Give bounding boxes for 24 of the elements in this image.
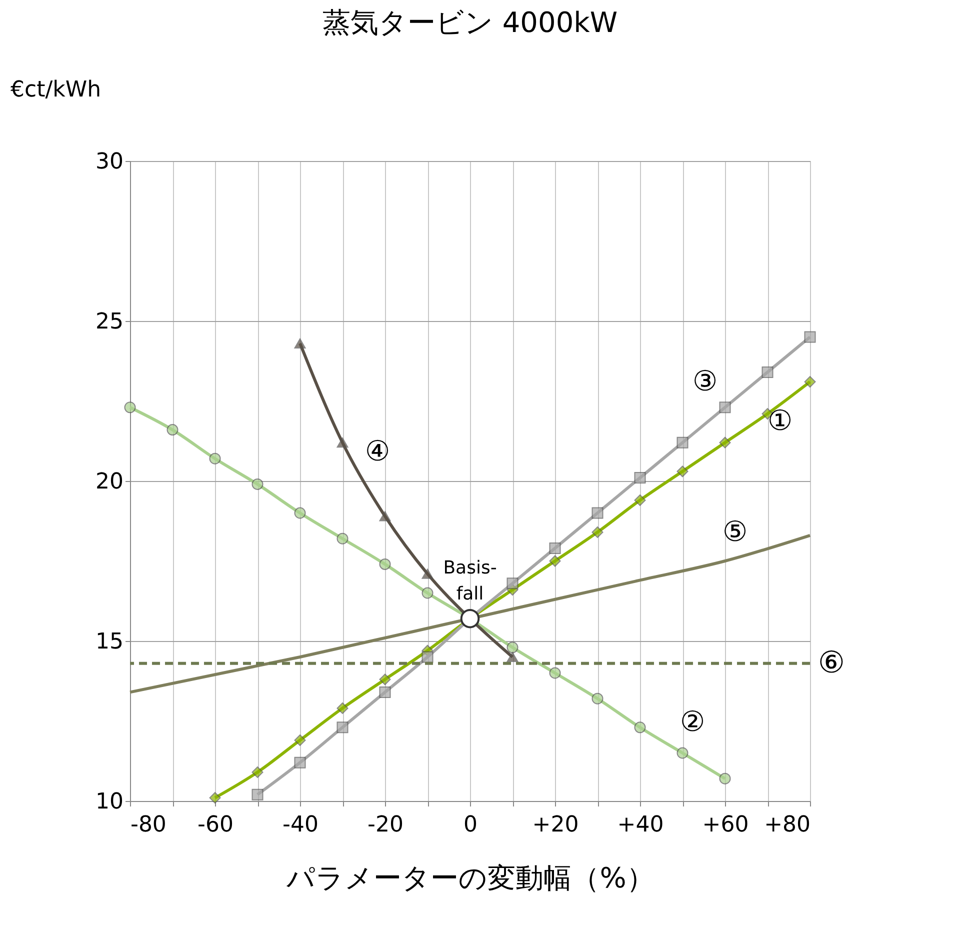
- x-tick-label: 0: [464, 812, 478, 838]
- y-axis-title: €ct/kWh: [10, 78, 102, 102]
- y-tick-label: 15: [96, 630, 124, 654]
- x-tick-label: -20: [368, 812, 404, 838]
- series-label: ②: [680, 705, 706, 738]
- x-tick-label: +40: [617, 812, 664, 838]
- series-label: ④: [364, 434, 390, 468]
- chart-title: 蒸気タービン 4000kW: [322, 6, 618, 39]
- x-tick-label: -80: [130, 812, 166, 838]
- x-tick-label: +20: [532, 812, 579, 838]
- y-tick-label: 20: [96, 470, 124, 494]
- y-tick-label: 10: [96, 790, 124, 814]
- x-tick-label: -40: [282, 812, 318, 838]
- series-label: ⑤: [722, 515, 748, 548]
- y-tick-label: 30: [96, 150, 124, 174]
- ref-line-label: ⑥: [818, 645, 845, 680]
- x-axis-title: パラメーターの変動幅（%）: [286, 862, 654, 894]
- y-tick-label: 25: [96, 310, 124, 334]
- x-tick-label: +60: [702, 812, 749, 838]
- series-label: ①: [767, 404, 793, 437]
- x-tick-label: -60: [198, 812, 234, 838]
- series-label: ③: [692, 364, 718, 398]
- x-tick-label: +80: [764, 812, 810, 838]
- annotation: Basis- fall: [443, 558, 497, 605]
